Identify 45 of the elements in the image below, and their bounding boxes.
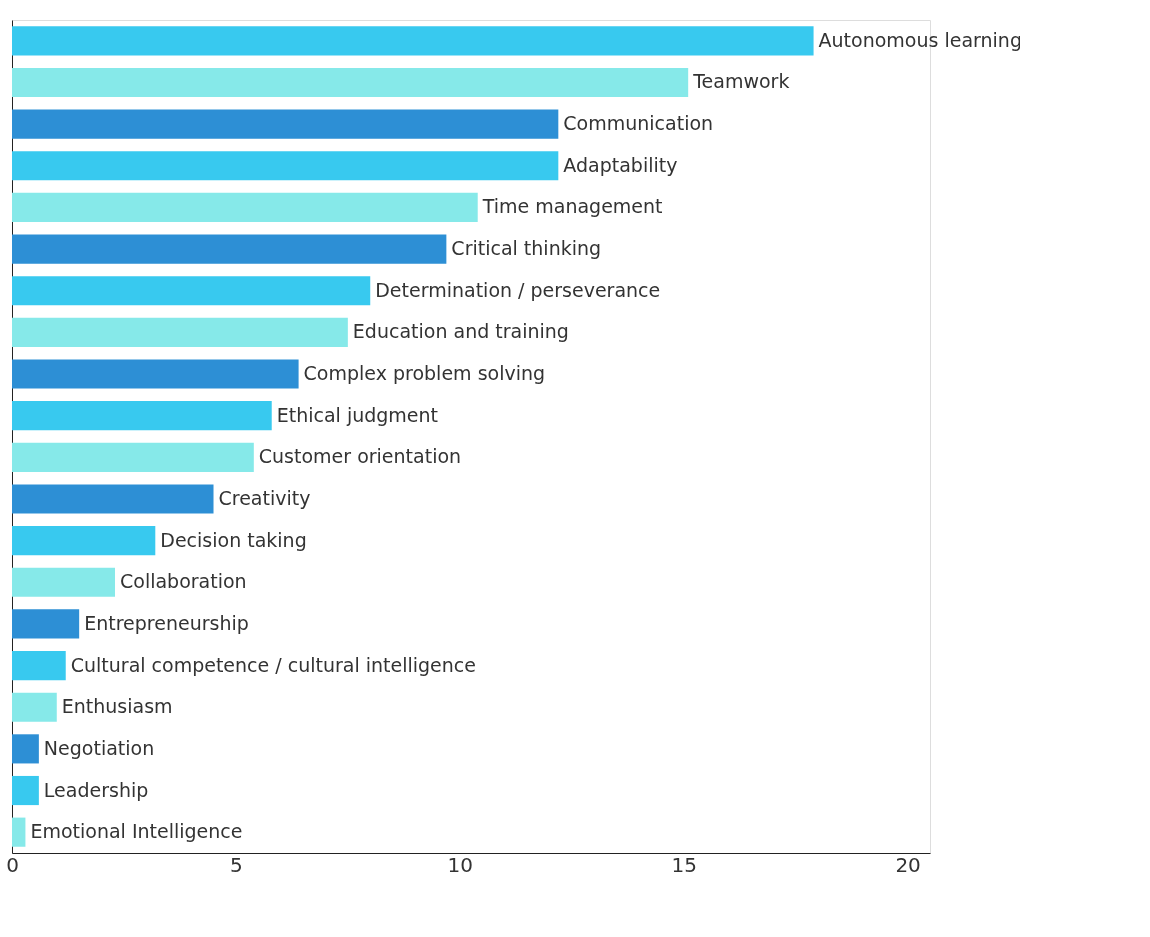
y-tick-label: Autonomous learning: [818, 28, 1022, 51]
bar: [12, 109, 559, 139]
y-tick-label: Emotional Intelligence: [30, 820, 243, 843]
y-tick-label: Negotiation: [43, 736, 155, 759]
bar: [12, 234, 447, 264]
x-tick-label: 20: [895, 852, 921, 877]
x-tick-label: 5: [230, 852, 243, 877]
y-tick-label: Critical thinking: [451, 237, 602, 260]
bar: [12, 401, 272, 431]
y-tick-label: Teamwork: [692, 70, 790, 93]
y-tick-label: Decision taking: [160, 528, 307, 551]
y-tick-label: Ethical judgment: [276, 403, 439, 426]
bar: [12, 26, 814, 56]
bar: [12, 651, 66, 681]
bar: [12, 151, 559, 181]
y-tick-label: Enthusiasm: [61, 695, 173, 718]
bar: [12, 734, 39, 764]
y-tick-label: Collaboration: [120, 570, 247, 593]
bar: [12, 817, 26, 847]
y-tick-label: Customer orientation: [258, 445, 462, 468]
bar: [12, 67, 689, 98]
bar: [12, 609, 80, 639]
bar: [12, 192, 478, 222]
y-tick-label: Cultural competence / cultural intelligence: [70, 653, 476, 676]
y-tick-label: Education and training: [352, 320, 569, 343]
bar: [12, 484, 214, 514]
bar: [12, 317, 348, 347]
y-tick-label: Creativity: [218, 486, 311, 509]
bar: [12, 359, 299, 389]
bar: [12, 276, 371, 306]
bar: [12, 567, 115, 597]
bar: [12, 526, 156, 556]
x-tick-label: 0: [6, 852, 19, 877]
bar: [12, 775, 39, 806]
x-tick-label: 10: [447, 852, 474, 877]
y-tick-label: Leadership: [43, 778, 149, 801]
y-tick-label: Entrepreneurship: [84, 611, 249, 634]
x-tick-label: 15: [671, 852, 697, 877]
y-tick-label: Communication: [563, 112, 714, 135]
y-tick-label: Complex problem solving: [303, 362, 546, 385]
bar: [12, 442, 254, 472]
y-tick-label: Time management: [481, 195, 663, 218]
bar: [12, 692, 57, 722]
y-tick-label: Adaptability: [563, 153, 678, 176]
y-tick-label: Determination / perseverance: [375, 278, 661, 301]
